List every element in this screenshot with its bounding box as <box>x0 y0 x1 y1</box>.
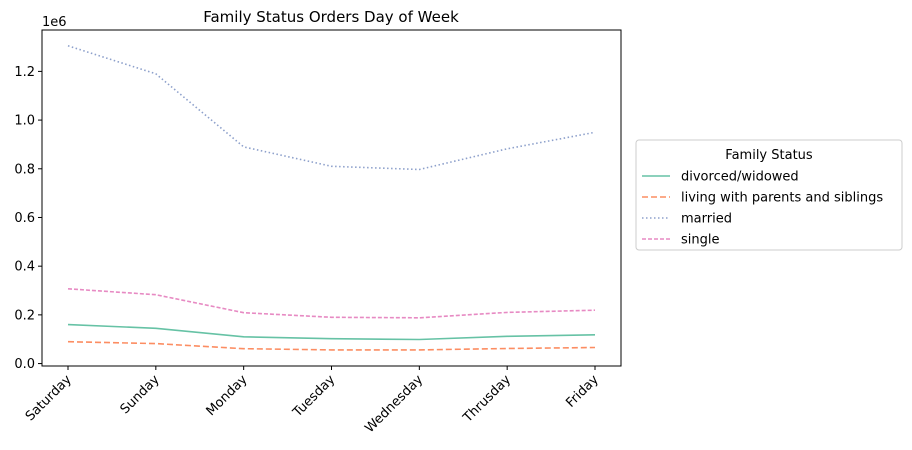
plot-area <box>41 29 622 367</box>
y-tick-label: 0.6 <box>14 211 35 226</box>
y-tick-label: 1.2 <box>14 65 35 80</box>
legend-label: single <box>681 233 720 248</box>
legend-label: divorced/widowed <box>681 170 799 185</box>
y-offset-label: 1e6 <box>42 15 67 30</box>
series-line-married <box>67 45 596 171</box>
x-tick-label: Sunday <box>118 372 163 417</box>
y-tick-label: 0.8 <box>14 162 35 177</box>
chart-title: Family Status Orders Day of Week <box>203 8 459 26</box>
y-tick-label: 1.0 <box>14 114 35 129</box>
x-tick-label: Saturday <box>23 372 75 424</box>
series-line-divorced-widowed <box>67 323 596 341</box>
x-tick-label: Monday <box>204 372 251 419</box>
x-tick-label: Wednesday <box>362 372 426 436</box>
y-tick-label: 0.4 <box>14 260 35 275</box>
legend-items: divorced/widowed living with parents and … <box>642 170 883 248</box>
x-tick-label: Tuesday <box>290 372 339 421</box>
x-axis: Saturday Sunday Monday Tuesday Wednesday Thru… <box>23 366 602 436</box>
x-tick-label: Friday <box>563 372 602 411</box>
y-tick-label: 0.2 <box>14 308 35 323</box>
legend-title: Family Status <box>725 148 813 163</box>
series-lines <box>67 45 596 351</box>
x-tick-label: Thrusday <box>460 372 514 426</box>
legend-box <box>635 139 903 251</box>
y-tick-label: 0.0 <box>14 357 35 372</box>
legend-label: married <box>681 212 732 227</box>
legend-label: living with parents and siblings <box>681 191 883 206</box>
series-line-single <box>67 288 596 319</box>
y-axis: 0.0 0.2 0.4 0.6 0.8 1.0 1.2 <box>14 65 42 372</box>
legend: Family Status divorced/widowed living wit… <box>635 139 903 251</box>
series-line-living-with-parents-and-siblings <box>67 340 596 351</box>
